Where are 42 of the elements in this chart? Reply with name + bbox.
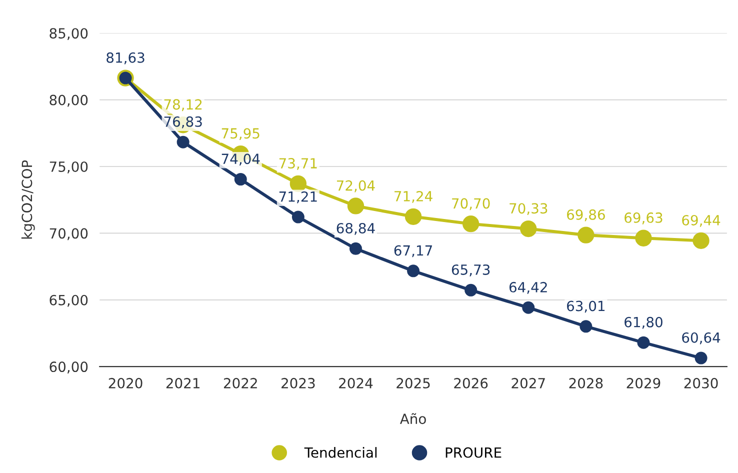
data-label: 78,12 <box>164 99 202 112</box>
x-tick-label: 2020 <box>108 378 142 388</box>
data-label: 64,42 <box>509 282 547 294</box>
y-tick-label: 60,00 <box>50 362 88 374</box>
y-tick-label: 70,00 <box>50 228 88 240</box>
legend-label: PROURE <box>446 447 502 458</box>
data-label: 67,17 <box>394 245 432 258</box>
data-label: 81,63 <box>106 52 144 64</box>
data-label: 74,04 <box>222 154 260 166</box>
data-label: 60,64 <box>682 332 720 344</box>
y-tick-label: 65,00 <box>50 294 88 307</box>
x-tick-label: 2029 <box>626 378 660 388</box>
y-tick-label: 75,00 <box>50 161 88 174</box>
legend-label: Tendencial <box>304 447 377 458</box>
data-label: 68,84 <box>336 222 375 235</box>
data-label: 65,73 <box>452 264 490 276</box>
x-tick-label: 2023 <box>282 378 315 388</box>
x-tick-label: 2030 <box>684 378 718 388</box>
data-label: 69,86 <box>567 209 605 222</box>
y-tick-label: 85,00 <box>50 28 88 40</box>
data-label: 69,63 <box>624 212 662 224</box>
data-label: 72,04 <box>336 180 375 192</box>
x-tick-label: 2027 <box>512 378 545 388</box>
data-label: 76,83 <box>164 116 202 128</box>
x-tick-label: 2025 <box>396 378 430 388</box>
data-label: 70,33 <box>510 203 548 216</box>
x-axis-title: Año <box>400 413 426 424</box>
data-label: 61,80 <box>624 316 662 329</box>
y-axis-title: kgCO2/COP <box>21 160 35 239</box>
x-tick-label: 2026 <box>454 378 488 388</box>
data-label: 69,44 <box>682 214 720 227</box>
y-tick-label: 80,00 <box>50 94 88 107</box>
data-label: 71,24 <box>394 190 432 203</box>
data-label: 73,71 <box>279 158 317 170</box>
data-label: 71,21 <box>279 191 317 204</box>
x-tick-label: 2022 <box>224 378 257 388</box>
x-tick-label: 2028 <box>569 378 603 388</box>
data-label: 75,95 <box>222 128 260 140</box>
data-label: 63,01 <box>567 300 605 313</box>
x-tick-label: 2024 <box>339 378 373 388</box>
data-label: 70,70 <box>452 198 490 210</box>
x-tick-label: 2021 <box>166 378 200 388</box>
